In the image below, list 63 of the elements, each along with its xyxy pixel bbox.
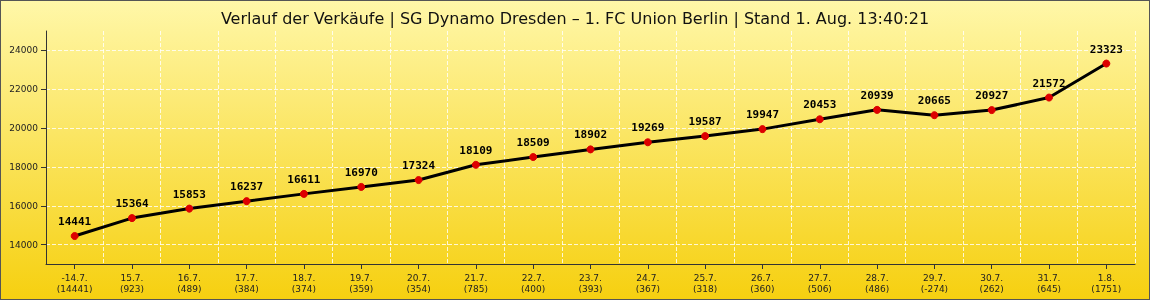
- x-tick-label: 17.7. (384): [234, 272, 259, 294]
- x-tick-label: -14.7. (14441): [56, 272, 93, 294]
- x-tick-label: 28.7. (486): [864, 272, 890, 294]
- data-label: 14441: [58, 215, 92, 229]
- data-label: 20939: [860, 88, 894, 102]
- data-label: 19947: [745, 108, 780, 122]
- point: [1045, 93, 1054, 102]
- data-label: 21572: [1032, 76, 1066, 90]
- x-tick-label: 25.7. (318): [693, 272, 718, 294]
- x-tick-label: 20.7. (354): [406, 272, 431, 294]
- point: [586, 145, 595, 154]
- y-tick-label: 20000: [9, 123, 39, 134]
- data-label: 20665: [917, 94, 951, 108]
- data-label: 23323: [1089, 42, 1123, 56]
- point: [987, 106, 996, 115]
- data-label: 16970: [344, 165, 378, 179]
- point: [529, 153, 538, 162]
- point: [357, 182, 366, 191]
- y-tick-label: 24000: [9, 45, 39, 56]
- x-tick-label: 15.7. (923): [119, 272, 145, 294]
- point: [1102, 59, 1111, 68]
- point: [930, 111, 939, 120]
- x-tick-label: 22.7. (400): [521, 272, 546, 294]
- point: [185, 204, 194, 213]
- x-tick-label: 26.7. (360): [750, 272, 775, 294]
- x-tick-label: 19.7. (359): [349, 272, 374, 294]
- y-tick-label: 14000: [9, 239, 39, 250]
- point: [815, 115, 824, 124]
- x-tick-label: 1.8. (1751): [1091, 272, 1122, 294]
- point: [471, 160, 480, 169]
- x-tick-label: 23.7. (393): [578, 272, 603, 294]
- data-label: 18902: [573, 128, 608, 142]
- x-tick-label: 16.7. (489): [177, 272, 202, 294]
- data-label: 16237: [230, 180, 264, 194]
- data-label: 20453: [803, 98, 837, 112]
- x-tick-label: 18.7. (374): [291, 272, 317, 294]
- data-label: 18509: [516, 136, 550, 150]
- x-tick-label: 30.7. (262): [979, 272, 1004, 294]
- point: [758, 125, 767, 134]
- point: [643, 138, 652, 147]
- point: [873, 105, 882, 114]
- x-tick-label: 31.7. (645): [1036, 272, 1062, 294]
- x-tick-label: 24.7. (367): [635, 272, 660, 294]
- data-label: 18109: [459, 143, 493, 157]
- y-tick-label: 18000: [9, 161, 39, 172]
- x-tick-label: 29.7. (-274): [920, 272, 949, 294]
- point: [242, 197, 251, 206]
- x-tick-label: 21.7. (785): [463, 272, 488, 294]
- point: [70, 232, 79, 241]
- data-label: 16611: [287, 172, 321, 186]
- data-label: 17324: [401, 159, 436, 173]
- data-label: 15853: [172, 187, 206, 201]
- data-label: 19587: [688, 115, 722, 129]
- point: [701, 132, 710, 141]
- x-tick-label: 27.7. (506): [807, 272, 832, 294]
- point: [414, 176, 423, 185]
- y-tick-label: 22000: [9, 84, 39, 95]
- data-label: 20927: [975, 89, 1009, 103]
- data-label: 19269: [631, 121, 665, 135]
- point: [299, 189, 308, 198]
- chart-title: Verlauf der Verkäufe | SG Dynamo Dresden – 1. FC Union Berlin | Stand 1. Aug. 13:40:21: [220, 8, 930, 28]
- point: [127, 214, 136, 223]
- y-tick-label: 16000: [9, 200, 39, 211]
